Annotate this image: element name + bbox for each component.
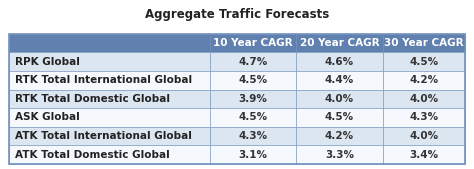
Text: 4.0%: 4.0% xyxy=(325,94,354,104)
Bar xyxy=(210,34,296,52)
Bar xyxy=(296,145,383,164)
Text: 4.7%: 4.7% xyxy=(238,57,267,67)
Text: ATK Total International Global: ATK Total International Global xyxy=(15,131,192,141)
Bar xyxy=(383,71,465,90)
Text: 4.6%: 4.6% xyxy=(325,57,354,67)
Text: RTK Total Domestic Global: RTK Total Domestic Global xyxy=(15,94,170,104)
Text: 3.1%: 3.1% xyxy=(238,150,267,160)
Bar xyxy=(296,127,383,145)
Text: 4.4%: 4.4% xyxy=(325,75,354,85)
Text: ASK Global: ASK Global xyxy=(15,112,80,123)
Text: 3.9%: 3.9% xyxy=(238,94,267,104)
Bar xyxy=(210,108,296,127)
Bar xyxy=(296,52,383,71)
Text: 4.3%: 4.3% xyxy=(409,112,438,123)
Bar xyxy=(383,145,465,164)
Bar xyxy=(9,145,210,164)
Text: 4.5%: 4.5% xyxy=(409,57,438,67)
Bar xyxy=(383,90,465,108)
Bar xyxy=(9,127,210,145)
Text: 20 Year CAGR: 20 Year CAGR xyxy=(300,38,379,48)
Text: 4.5%: 4.5% xyxy=(238,75,267,85)
Bar xyxy=(210,90,296,108)
Bar xyxy=(9,34,465,164)
Bar xyxy=(9,34,210,52)
Bar xyxy=(210,52,296,71)
Bar xyxy=(383,52,465,71)
Text: 4.5%: 4.5% xyxy=(238,112,267,123)
Bar xyxy=(296,71,383,90)
Bar xyxy=(210,145,296,164)
Text: 30 Year CAGR: 30 Year CAGR xyxy=(384,38,464,48)
Bar xyxy=(383,34,465,52)
Bar xyxy=(210,71,296,90)
Text: 4.3%: 4.3% xyxy=(238,131,267,141)
Text: 3.4%: 3.4% xyxy=(409,150,438,160)
Text: 4.0%: 4.0% xyxy=(409,131,438,141)
Bar xyxy=(296,34,383,52)
Bar xyxy=(296,90,383,108)
Bar xyxy=(9,108,210,127)
Text: 10 Year CAGR: 10 Year CAGR xyxy=(213,38,293,48)
Bar xyxy=(9,90,210,108)
Text: RTK Total International Global: RTK Total International Global xyxy=(15,75,192,85)
Bar xyxy=(383,108,465,127)
Bar xyxy=(9,52,210,71)
Text: 4.0%: 4.0% xyxy=(409,94,438,104)
Text: Aggregate Traffic Forecasts: Aggregate Traffic Forecasts xyxy=(145,8,329,21)
Text: 4.5%: 4.5% xyxy=(325,112,354,123)
Text: ATK Total Domestic Global: ATK Total Domestic Global xyxy=(15,150,170,160)
Text: 3.3%: 3.3% xyxy=(325,150,354,160)
Text: RPK Global: RPK Global xyxy=(15,57,80,67)
Bar xyxy=(296,108,383,127)
Bar xyxy=(210,127,296,145)
Text: 4.2%: 4.2% xyxy=(325,131,354,141)
Text: 4.2%: 4.2% xyxy=(409,75,438,85)
Bar xyxy=(383,127,465,145)
Bar xyxy=(9,71,210,90)
